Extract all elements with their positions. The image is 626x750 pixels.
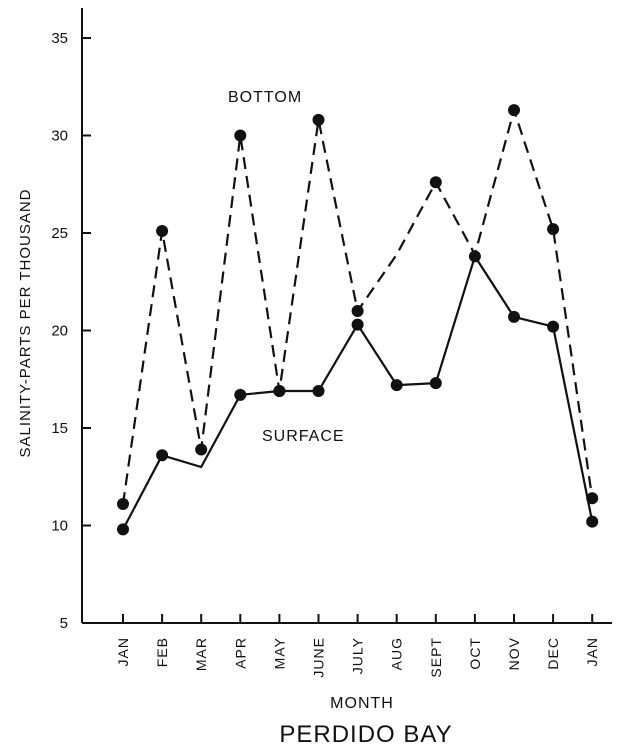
chart-title: PERDIDO BAY bbox=[279, 721, 452, 748]
data-point-surface bbox=[390, 379, 403, 392]
data-point-surface bbox=[429, 377, 442, 390]
data-point-bottom bbox=[117, 498, 129, 511]
data-point-bottom bbox=[547, 223, 560, 236]
series-line-surface bbox=[122, 255, 594, 530]
data-point-bottom bbox=[156, 225, 169, 238]
data-point-bottom bbox=[234, 129, 247, 142]
x-axis: JAN FEB MAR APR MAY JUNE JULY AUG SEPT OCT NOV DEC J… bbox=[82, 614, 612, 678]
data-point-bottom bbox=[312, 113, 325, 126]
data-point-bottom bbox=[508, 104, 520, 117]
data-point-surface bbox=[468, 250, 481, 263]
data-point-bottom bbox=[429, 176, 442, 189]
data-point-surface bbox=[547, 320, 560, 333]
y-tick-label: 5 bbox=[60, 615, 68, 632]
y-axis: 5 10 15 20 25 30 35 bbox=[51, 8, 91, 632]
data-point-bottom bbox=[195, 443, 208, 456]
y-tick-label: 35 bbox=[51, 30, 68, 47]
series-label-bottom: BOTTOM bbox=[228, 89, 302, 106]
x-tick-label: JAN bbox=[115, 637, 131, 666]
data-point-surface bbox=[156, 449, 169, 462]
y-tick-label: 15 bbox=[51, 420, 68, 437]
x-tick-label: FEB bbox=[154, 637, 170, 667]
data-point-surface bbox=[312, 384, 325, 397]
data-point-surface bbox=[508, 310, 520, 323]
x-tick-label: SEPT bbox=[428, 637, 444, 678]
y-tick-label: 30 bbox=[51, 128, 68, 145]
x-axis-label: MONTH bbox=[330, 695, 394, 712]
x-tick-label: DEC bbox=[545, 637, 561, 670]
x-tick-label: NOV bbox=[506, 637, 522, 670]
y-tick-label: 25 bbox=[51, 225, 68, 242]
data-point-surface bbox=[273, 384, 286, 397]
series-lines bbox=[117, 104, 599, 536]
series-label-surface: SURFACE bbox=[262, 428, 345, 445]
x-tick-label: JAN bbox=[584, 637, 600, 666]
y-tick-label: 10 bbox=[51, 518, 68, 535]
x-tick-label: JUNE bbox=[311, 637, 327, 678]
y-tick-label: 20 bbox=[51, 323, 68, 340]
data-point-bottom bbox=[351, 305, 364, 317]
x-tick-label: APR bbox=[232, 637, 248, 669]
x-tick-label: AUG bbox=[389, 637, 405, 670]
y-axis-label: SALINITY-PARTS PER THOUSAND bbox=[17, 188, 34, 457]
x-tick-label: OCT bbox=[467, 637, 483, 670]
data-point-surface bbox=[586, 515, 599, 528]
x-tick-label: JULY bbox=[350, 637, 366, 674]
data-point-surface bbox=[351, 318, 364, 331]
data-point-surface bbox=[117, 523, 129, 536]
x-tick-label: MAR bbox=[193, 637, 209, 671]
data-point-surface bbox=[234, 388, 247, 401]
x-tick-label: MAY bbox=[271, 637, 287, 669]
